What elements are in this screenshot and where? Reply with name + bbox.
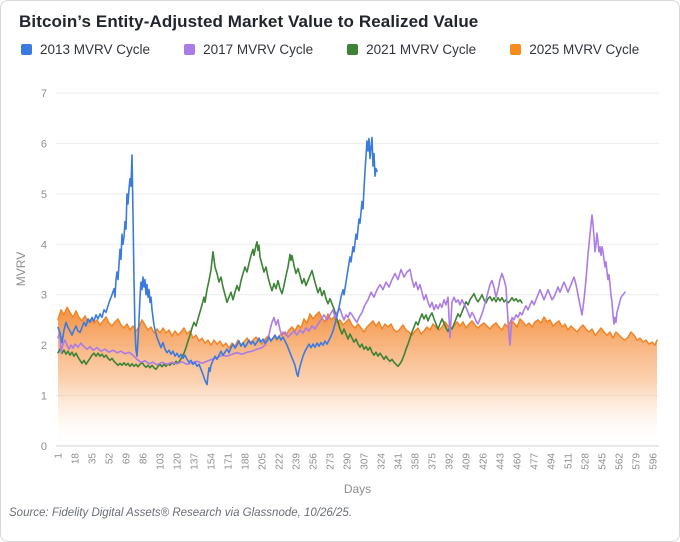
x-tick-label-69: 69 — [122, 453, 133, 465]
x-tick-label-18: 18 — [71, 453, 82, 465]
x-tick-label-256: 256 — [309, 453, 320, 470]
series-line-2013 — [57, 136, 378, 386]
x-tick-label-222: 222 — [275, 453, 286, 470]
y-tick-label-3: 3 — [41, 290, 47, 302]
x-tick-label-307: 307 — [360, 453, 371, 470]
legend-item-2013: 2013 MVRV Cycle — [21, 42, 150, 57]
legend-item-2017: 2017 MVRV Cycle — [184, 42, 313, 57]
legend-swatch-icon — [347, 44, 359, 55]
x-tick-label-392: 392 — [445, 453, 456, 470]
x-tick-label-120: 120 — [173, 453, 184, 470]
legend-swatch-icon — [184, 44, 196, 55]
legend-swatch-icon — [21, 44, 32, 55]
chart-title: Bitcoin’s Entity-Adjusted Market Value t… — [19, 12, 479, 31]
legend-item-2025: 2025 MVRV Cycle — [510, 42, 639, 57]
x-tick-label-188: 188 — [241, 453, 252, 470]
x-tick-label-154: 154 — [207, 453, 218, 470]
x-tick-label-358: 358 — [411, 453, 422, 470]
x-tick-label-35: 35 — [88, 453, 99, 465]
y-tick-label-2: 2 — [41, 340, 47, 352]
legend-item-label: 2013 MVRV Cycle — [40, 42, 151, 57]
x-tick-label-511: 511 — [564, 453, 575, 469]
x-tick-label-273: 273 — [326, 453, 337, 470]
legend-item-2021: 2021 MVRV Cycle — [347, 42, 476, 57]
y-tick-label-0: 0 — [41, 441, 47, 453]
x-tick-label-528: 528 — [581, 453, 592, 470]
series-edge-2025 — [57, 306, 658, 349]
x-axis-label: Days — [344, 482, 371, 496]
x-tick-label-426: 426 — [479, 453, 490, 470]
x-tick-label-596: 596 — [649, 453, 660, 470]
x-tick-label-375: 375 — [428, 453, 439, 470]
x-tick-label-409: 409 — [462, 453, 473, 470]
x-tick-label-1: 1 — [54, 453, 65, 459]
y-tick-label-6: 6 — [41, 138, 47, 150]
x-tick-label-86: 86 — [139, 453, 150, 465]
x-tick-label-103: 103 — [156, 453, 167, 470]
legend-item-label: 2017 MVRV Cycle — [203, 42, 314, 57]
x-tick-label-52: 52 — [105, 453, 116, 465]
source-note: Source: Fidelity Digital Assets® Researc… — [9, 507, 352, 519]
legend-swatch-icon — [510, 44, 522, 55]
y-tick-label-5: 5 — [41, 189, 47, 201]
series-area-2025 — [58, 307, 657, 446]
x-tick-label-205: 205 — [258, 453, 269, 470]
legend-item-label: 2021 MVRV Cycle — [366, 42, 477, 57]
y-tick-label-4: 4 — [41, 239, 47, 251]
y-axis-label: MVRV — [14, 252, 28, 286]
series-line-2017 — [57, 214, 626, 366]
x-tick-label-324: 324 — [377, 453, 388, 470]
x-tick-label-137: 137 — [190, 453, 201, 470]
x-tick-label-579: 579 — [632, 453, 643, 470]
x-tick-label-171: 171 — [224, 453, 235, 470]
x-tick-label-477: 477 — [530, 453, 541, 470]
x-tick-label-545: 545 — [598, 453, 609, 470]
series-line-2021 — [57, 241, 523, 371]
x-tick-label-290: 290 — [343, 453, 354, 470]
y-tick-label-1: 1 — [41, 391, 47, 403]
x-tick-label-460: 460 — [513, 453, 524, 470]
x-tick-label-562: 562 — [615, 453, 626, 470]
x-tick-label-239: 239 — [292, 453, 303, 470]
legend: 2013 MVRV Cycle 2017 MVRV Cycle 2021 MVRV … — [21, 42, 639, 57]
x-tick-label-341: 341 — [394, 453, 405, 470]
legend-item-label: 2025 MVRV Cycle — [529, 42, 640, 57]
x-tick-label-443: 443 — [496, 453, 507, 470]
x-tick-label-494: 494 — [547, 453, 558, 470]
y-tick-label-7: 7 — [41, 88, 47, 100]
